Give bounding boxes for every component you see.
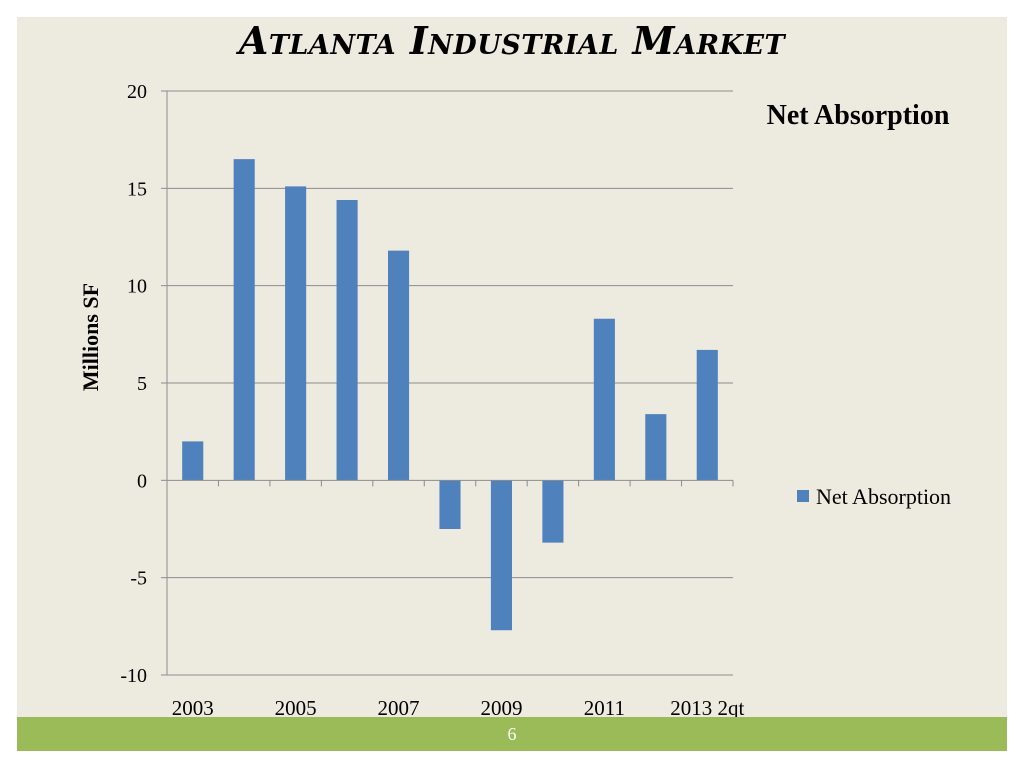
footer-bar	[17, 717, 1007, 751]
y-axis-label: Millions SF	[78, 283, 103, 391]
x-tick-label: 2003	[172, 696, 214, 720]
x-tick-label: 2005	[275, 696, 317, 720]
bar	[696, 349, 718, 481]
bar	[336, 200, 358, 481]
bar	[490, 480, 513, 631]
y-tick-label: 10	[127, 276, 147, 298]
y-tick-label: 0	[137, 470, 147, 492]
chart-title: Net Absorption	[767, 100, 950, 131]
slide-title: Atlanta Industrial Market	[238, 18, 786, 63]
bar	[387, 250, 410, 481]
bar	[439, 480, 461, 529]
bar	[285, 186, 307, 481]
bar	[182, 441, 204, 481]
chart-bars	[182, 159, 718, 631]
legend-label: Net Absorption	[816, 484, 951, 509]
y-tick-labels: -10 -5 0 5 10 15 20	[120, 81, 147, 687]
chart-axes	[161, 90, 734, 676]
bar	[593, 318, 615, 481]
x-tick-labels: 2003 2005 2007 2009 2011 2013 2qt	[172, 696, 745, 720]
x-tick-label: 2009	[480, 696, 522, 720]
chart-gridlines	[167, 90, 733, 676]
page-number: 6	[507, 724, 517, 744]
x-tick-label: 2011	[584, 696, 625, 720]
legend-swatch	[797, 490, 809, 502]
y-tick-label: -10	[120, 665, 147, 687]
x-tick-label: 2007	[378, 696, 420, 720]
x-tick-label: 2013 2qt	[670, 696, 744, 720]
y-tick-label: -5	[130, 568, 147, 590]
bar	[645, 414, 667, 481]
y-tick-label: 20	[127, 81, 147, 103]
y-tick-label: 5	[137, 373, 147, 395]
legend: Net Absorption	[797, 484, 951, 509]
y-tick-label: 15	[127, 178, 147, 200]
bar	[542, 480, 564, 543]
bar	[233, 159, 255, 481]
